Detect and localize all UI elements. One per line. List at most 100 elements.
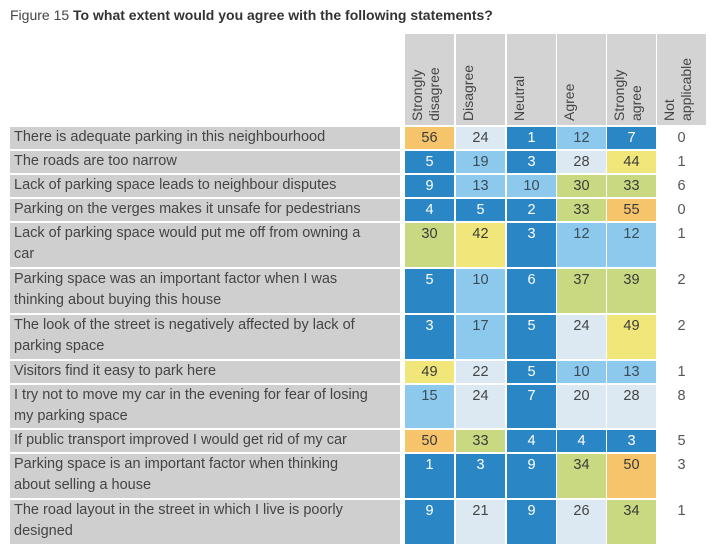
value-cell: 26 <box>557 500 606 544</box>
row-statement-line: thinking about buying this house <box>14 292 222 308</box>
value-cell: 1 <box>507 127 556 149</box>
row-statement: Lack of parking space leads to neighbour… <box>10 175 400 197</box>
column-header-label: Not applicable <box>661 37 695 121</box>
column-header-line: Disagree <box>460 64 476 121</box>
value-cell: 50 <box>607 454 656 498</box>
column-header-line: Neutral <box>511 75 527 121</box>
row-statement: Lack of parking space would put me off f… <box>10 223 400 267</box>
row-statement-line: car <box>14 246 35 262</box>
column-header-line: Strongly <box>409 69 425 121</box>
value-cell: 1 <box>657 361 706 383</box>
value-cell: 17 <box>456 315 505 359</box>
row-statement-line: Parking on the verges makes it unsafe fo… <box>14 201 361 217</box>
value-cell: 6 <box>507 269 556 313</box>
value-cell: 9 <box>405 500 454 544</box>
value-cell: 44 <box>607 151 656 173</box>
value-cell: 24 <box>456 385 505 428</box>
value-cell: 2 <box>657 269 706 313</box>
row-statement: The roads are too narrow <box>10 151 400 173</box>
value-cell: 19 <box>456 151 505 173</box>
value-cell: 7 <box>607 127 656 149</box>
column-header-line: applicable <box>678 57 694 121</box>
value-cell: 3 <box>456 454 505 498</box>
value-cell: 10 <box>557 361 606 383</box>
column-header-label: Neutral <box>511 37 528 121</box>
value-cell: 5 <box>405 269 454 313</box>
value-cell: 21 <box>456 500 505 544</box>
value-cell: 1 <box>657 500 706 544</box>
row-statement: The road layout in the street in which I… <box>10 500 400 544</box>
row-statement-line: my parking space <box>14 408 128 424</box>
value-cell: 34 <box>607 500 656 544</box>
row-statement-line: Lack of parking space leads to neighbour… <box>14 177 337 193</box>
value-cell: 0 <box>657 199 706 221</box>
row-statement: There is adequate parking in this neighb… <box>10 127 400 149</box>
value-cell: 6 <box>657 175 706 197</box>
row-statement: If public transport improved I would get… <box>10 430 400 452</box>
value-cell: 22 <box>456 361 505 383</box>
value-cell: 13 <box>456 175 505 197</box>
row-statement-line: Visitors find it easy to park here <box>14 363 217 379</box>
value-cell: 4 <box>507 430 556 452</box>
value-cell: 3 <box>657 454 706 498</box>
row-statement-line: I try not to move my car in the evening … <box>14 387 368 403</box>
row-statement-line: designed <box>14 523 73 539</box>
value-cell: 9 <box>507 454 556 498</box>
row-statement: Visitors find it easy to park here <box>10 361 400 383</box>
value-cell: 24 <box>557 315 606 359</box>
value-cell: 1 <box>405 454 454 498</box>
row-statement-line: There is adequate parking in this neighb… <box>14 129 326 145</box>
value-cell: 15 <box>405 385 454 428</box>
row-statement-line: The road layout in the street in which I… <box>14 502 343 518</box>
column-header-line: disagree <box>426 67 442 121</box>
figure-title: Figure 15 To what extent would you agree… <box>10 7 493 23</box>
row-statement-line: The look of the street is negatively aff… <box>14 317 355 333</box>
column-header: Not applicable <box>657 34 706 125</box>
value-cell: 1 <box>657 151 706 173</box>
column-header-line: agree <box>628 85 644 121</box>
column-header: Disagree <box>456 34 505 125</box>
column-header-line: Not <box>661 99 677 121</box>
value-cell: 33 <box>607 175 656 197</box>
value-cell: 7 <box>507 385 556 428</box>
row-statement-line: Parking space is an important factor whe… <box>14 456 339 472</box>
value-cell: 30 <box>557 175 606 197</box>
row-statement-line: The roads are too narrow <box>14 153 177 169</box>
row-statement: I try not to move my car in the evening … <box>10 385 400 428</box>
row-statement-line: Lack of parking space would put me off f… <box>14 225 361 241</box>
row-statement-line: about selling a house <box>14 477 152 493</box>
value-cell: 13 <box>607 361 656 383</box>
value-cell: 2 <box>657 315 706 359</box>
value-cell: 5 <box>507 315 556 359</box>
value-cell: 8 <box>657 385 706 428</box>
row-statement-line: Parking space was an important factor wh… <box>14 271 338 287</box>
column-header-label: Strongly agree <box>611 37 645 121</box>
value-cell: 5 <box>507 361 556 383</box>
value-cell: 49 <box>607 315 656 359</box>
column-header: Neutral <box>507 34 556 125</box>
column-header: Strongly agree <box>607 34 656 125</box>
column-header: Strongly disagree <box>405 34 454 125</box>
value-cell: 49 <box>405 361 454 383</box>
value-cell: 33 <box>557 199 606 221</box>
value-cell: 3 <box>405 315 454 359</box>
value-cell: 3 <box>507 223 556 267</box>
value-cell: 5 <box>657 430 706 452</box>
row-statement-line: parking space <box>14 338 105 354</box>
column-header-label: Agree <box>561 37 578 121</box>
value-cell: 30 <box>405 223 454 267</box>
figure-heading: To what extent would you agree with the … <box>73 7 493 23</box>
row-statement: Parking space is an important factor whe… <box>10 454 400 498</box>
column-header-line: Agree <box>561 83 577 121</box>
column-header-label: Disagree <box>460 37 477 121</box>
value-cell: 56 <box>405 127 454 149</box>
value-cell: 28 <box>607 385 656 428</box>
value-cell: 12 <box>607 223 656 267</box>
value-cell: 20 <box>557 385 606 428</box>
value-cell: 24 <box>456 127 505 149</box>
row-statement: Parking space was an important factor wh… <box>10 269 400 313</box>
value-cell: 5 <box>405 151 454 173</box>
value-cell: 3 <box>607 430 656 452</box>
value-cell: 39 <box>607 269 656 313</box>
value-cell: 0 <box>657 127 706 149</box>
